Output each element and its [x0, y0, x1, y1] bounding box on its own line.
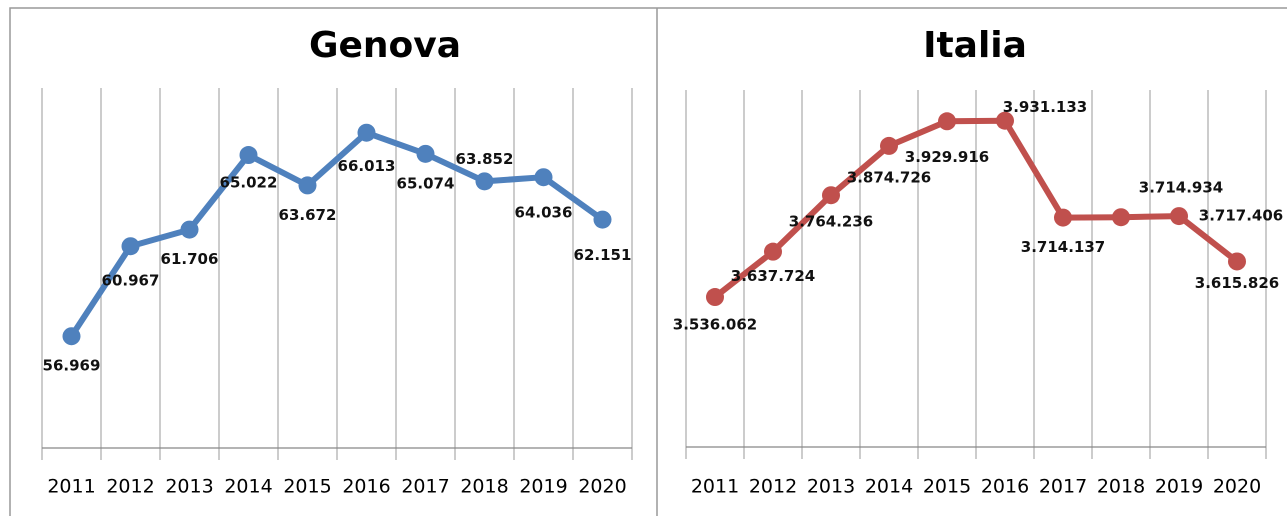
marker [298, 176, 317, 195]
marker [1054, 208, 1072, 227]
x-tick-label: 2017 [401, 476, 449, 498]
value-label: 3.874.726 [847, 168, 931, 186]
x-tick-label: 2013 [807, 476, 855, 498]
x-tick-label: 2020 [578, 476, 626, 498]
value-label: 56.969 [43, 357, 101, 375]
value-label: 3.717.406 [1199, 207, 1283, 225]
value-label: 61.706 [161, 250, 219, 268]
line [68, 129, 605, 338]
value-label: 3.615.826 [1195, 274, 1279, 292]
value-label: 3.637.724 [731, 267, 815, 285]
value-label: 65.074 [397, 174, 455, 192]
value-label: 63.672 [279, 206, 337, 224]
value-label: 65.022 [220, 174, 278, 192]
value-label: 3.714.137 [1021, 238, 1105, 256]
x-tick-label: 2014 [224, 476, 272, 498]
value-label: 63.852 [456, 150, 514, 168]
chart-title: Genova [309, 25, 461, 66]
value-label: 3.931.133 [1003, 98, 1087, 116]
value-label: 3.536.062 [673, 316, 757, 334]
x-tick-label: 2015 [923, 476, 971, 498]
x-tick-label: 2019 [519, 476, 567, 498]
marker [62, 327, 81, 346]
x-tick-label: 2016 [342, 476, 390, 498]
line [713, 117, 1239, 300]
marker [996, 111, 1014, 130]
marker [764, 242, 782, 261]
marker [1112, 208, 1130, 227]
x-tick-label: 2017 [1039, 476, 1087, 498]
marker [534, 168, 553, 187]
x-tick-label: 2018 [460, 476, 508, 498]
value-label: 3.929.916 [905, 148, 989, 166]
marker [121, 237, 140, 256]
marker [938, 112, 956, 131]
value-label: 3.714.934 [1139, 179, 1223, 197]
value-label: 60.967 [102, 272, 160, 290]
marker [880, 136, 898, 155]
x-tick-label: 2012 [749, 476, 797, 498]
marker [357, 123, 376, 142]
marker [180, 220, 199, 239]
x-tick-label: 2013 [165, 476, 213, 498]
value-label: 66.013 [338, 157, 396, 175]
x-tick-label: 2015 [283, 476, 331, 498]
x-tick-label: 2020 [1213, 476, 1261, 498]
x-tick-label: 2014 [865, 476, 913, 498]
marker [1228, 252, 1246, 271]
value-label: 64.036 [515, 204, 573, 222]
marker [822, 186, 840, 205]
chart-title: Italia [923, 25, 1027, 66]
x-tick-label: 2011 [47, 476, 95, 498]
marker [475, 172, 494, 191]
x-tick-label: 2019 [1155, 476, 1203, 498]
value-label: 3.764.236 [789, 213, 873, 231]
marker [239, 146, 258, 165]
x-tick-label: 2011 [691, 476, 739, 498]
marker [706, 288, 724, 307]
panel-border [9, 7, 1287, 516]
marker [416, 144, 435, 163]
x-tick-label: 2016 [981, 476, 1029, 498]
value-label: 62.151 [574, 246, 632, 264]
marker [1170, 207, 1188, 226]
marker [593, 210, 612, 229]
x-tick-label: 2012 [106, 476, 154, 498]
x-tick-label: 2018 [1097, 476, 1145, 498]
